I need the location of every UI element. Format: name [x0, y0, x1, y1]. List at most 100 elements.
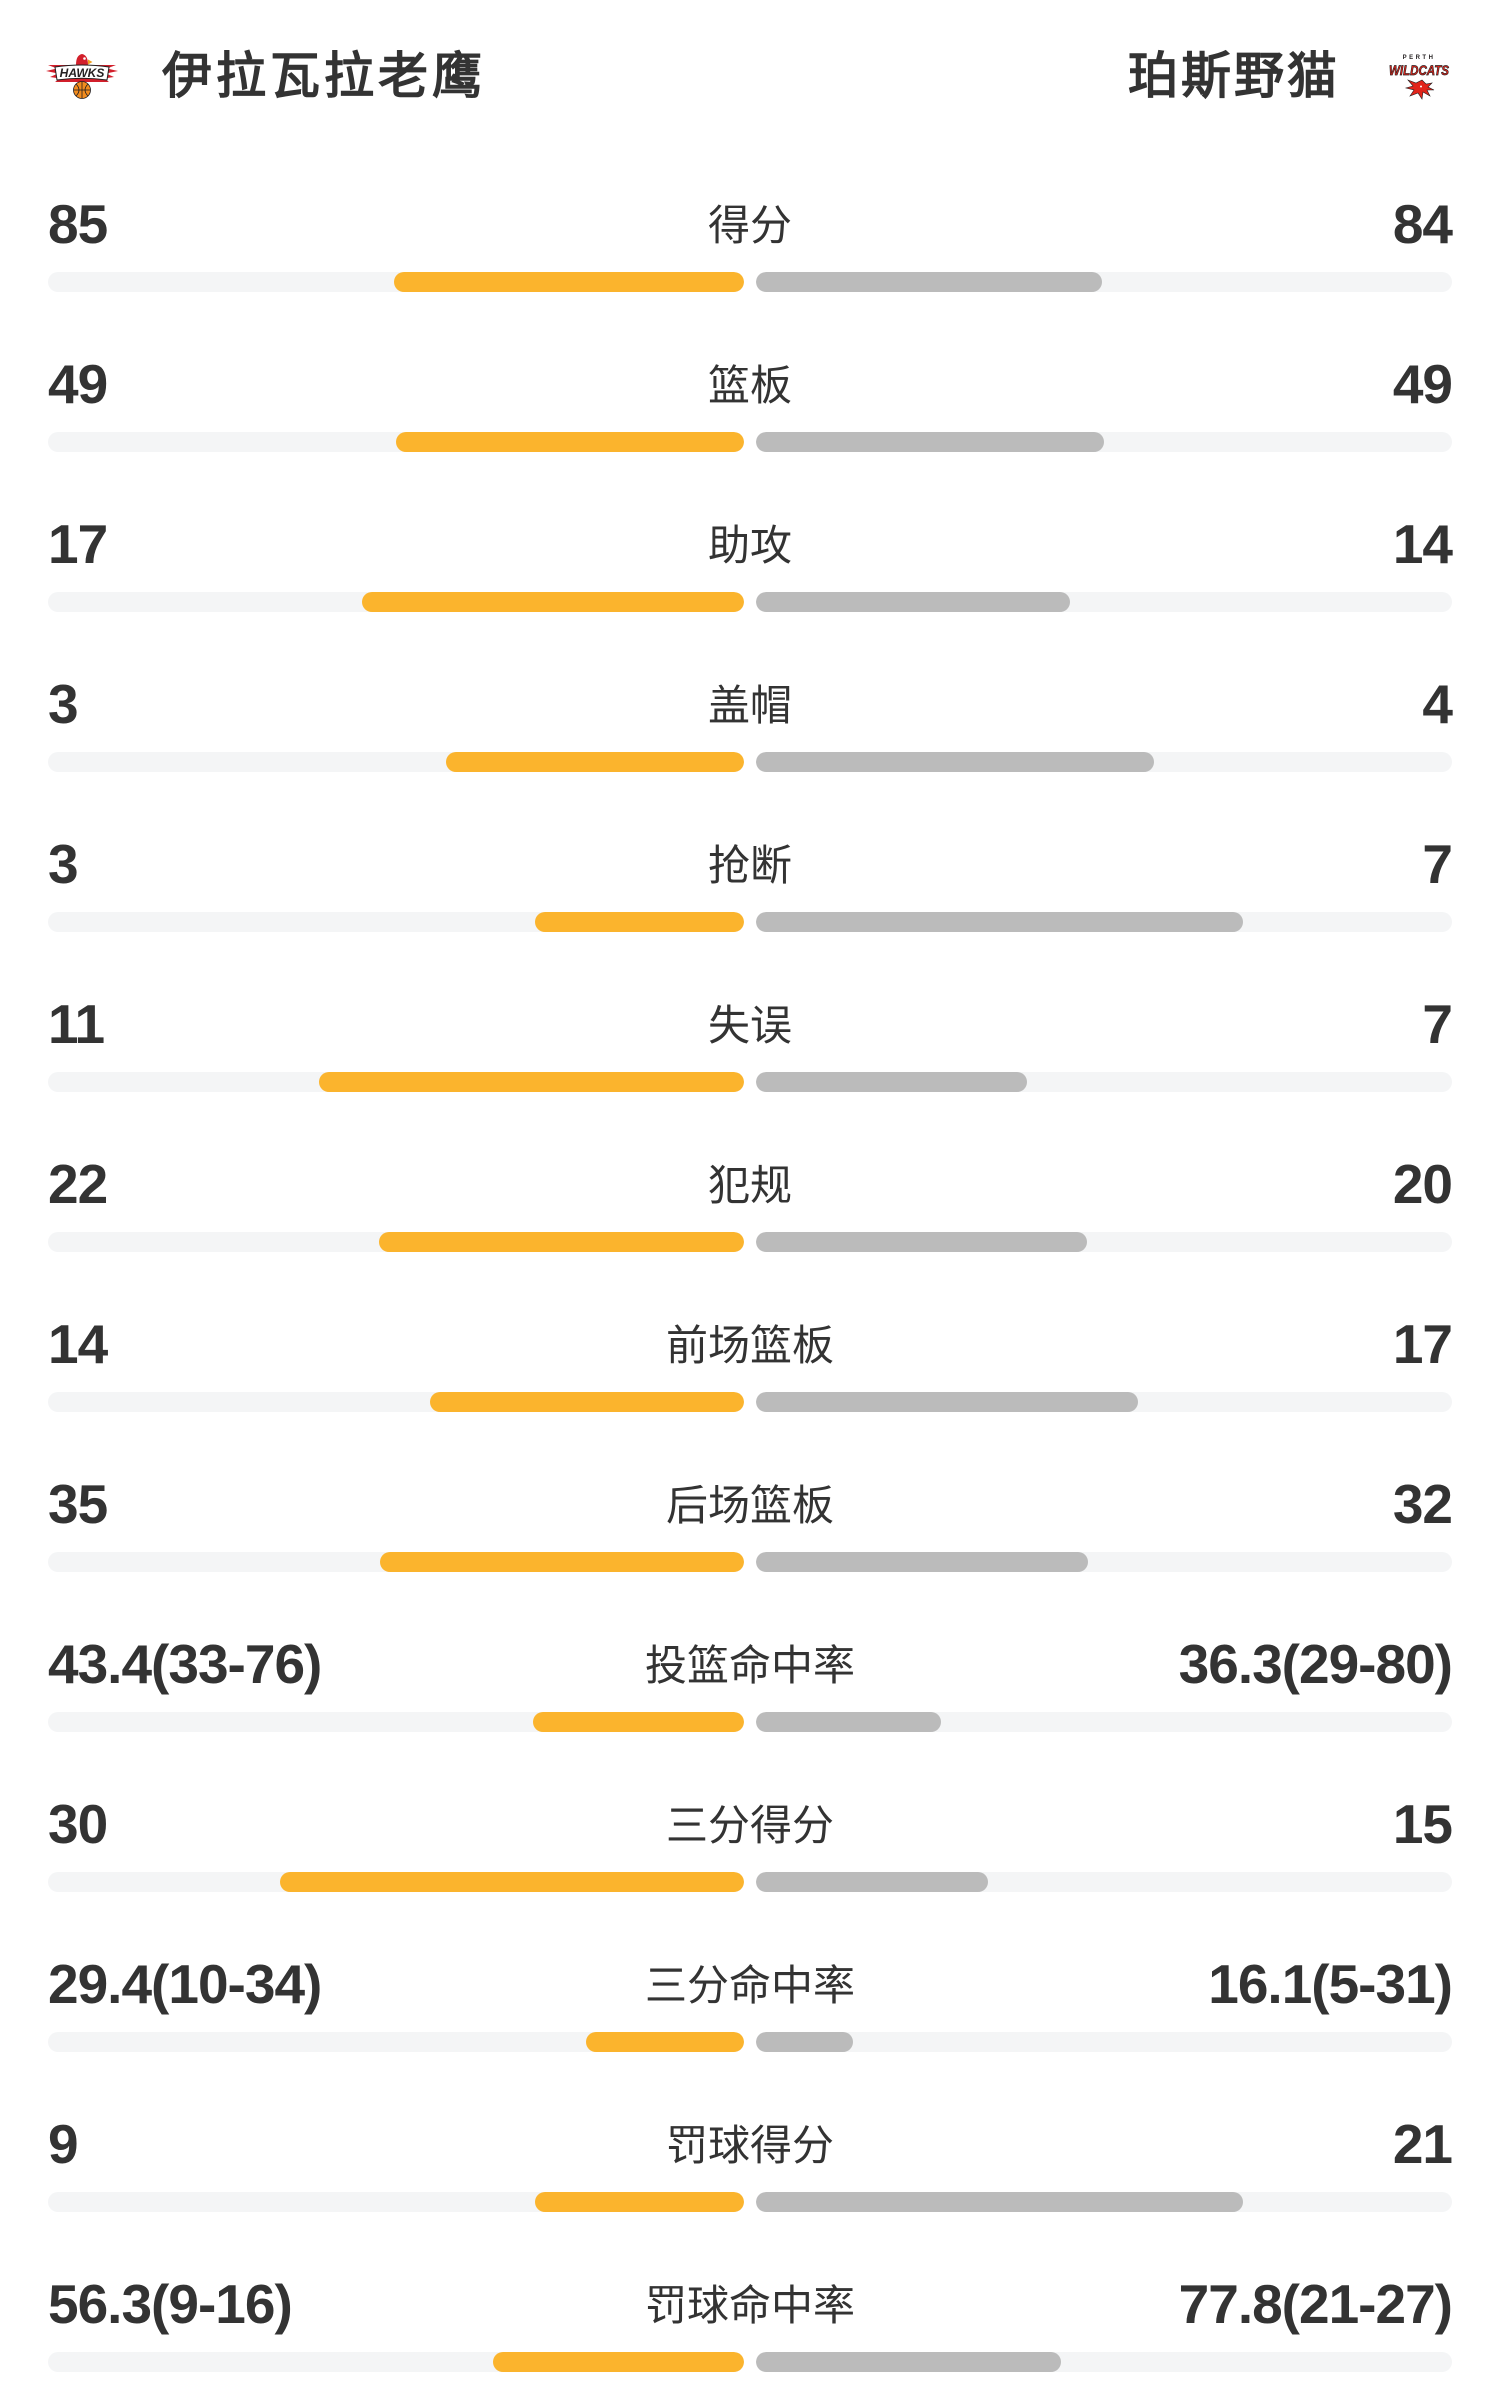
away-bar-track [756, 1232, 1452, 1252]
comparison-bar [48, 1552, 1452, 1572]
comparison-bar [48, 752, 1452, 772]
home-value: 11 [48, 993, 105, 1055]
away-value: 77.8(21-27) [1178, 2273, 1453, 2335]
home-value: 3 [48, 833, 79, 895]
away-bar-fill [756, 752, 1154, 772]
home-value: 17 [48, 513, 108, 575]
comparison-bar [48, 1712, 1452, 1732]
away-bar-fill [756, 1072, 1027, 1092]
away-bar-track [756, 2032, 1452, 2052]
away-value: 14 [1392, 513, 1453, 575]
away-bar-fill [756, 1552, 1089, 1572]
home-value: 29.4(10-34) [48, 1953, 322, 2015]
stat-label: 抢断 [707, 842, 792, 889]
away-bar-track [756, 1712, 1452, 1732]
away-bar-fill [756, 1392, 1138, 1412]
comparison-bar [48, 1392, 1452, 1412]
away-bar-track [756, 592, 1452, 612]
home-bar-fill [585, 2032, 744, 2052]
home-value: 3 [48, 673, 79, 735]
away-value: 17 [1392, 1313, 1453, 1375]
wildcats-wordmark-text: WILDCATS [1389, 62, 1450, 78]
home-bar-fill [493, 2352, 744, 2372]
comparison-bar [48, 1872, 1452, 1892]
comparison-bar [48, 2352, 1452, 2372]
away-value: 36.3(29-80) [1178, 1633, 1453, 1695]
stat-row: 30 三分得分 15 [0, 1745, 1500, 1905]
home-bar-track [48, 1552, 744, 1572]
home-bar-track [48, 2032, 744, 2052]
home-bar-fill [279, 1872, 744, 1892]
away-bar-track [756, 1072, 1452, 1092]
stat-row: 35 后场篮板 32 [0, 1425, 1500, 1585]
away-bar-track [756, 2352, 1452, 2372]
home-team-name: 伊拉瓦拉老鹰 [162, 48, 486, 104]
stat-label: 罚球得分 [665, 2122, 834, 2169]
stat-row: 56.3(9-16) 罚球命中率 77.8(21-27) [0, 2225, 1500, 2385]
hawk-eye [83, 57, 86, 60]
stat-row: 43.4(33-76) 投篮命中率 36.3(29-80) [0, 1585, 1500, 1745]
home-value: 56.3(9-16) [48, 2273, 293, 2335]
away-bar-track [756, 1392, 1452, 1412]
away-bar-track [756, 1552, 1452, 1572]
home-value: 22 [48, 1153, 108, 1215]
home-value: 14 [48, 1313, 108, 1375]
stat-row: 3 抢断 7 [0, 785, 1500, 945]
stat-label: 犯规 [707, 1162, 792, 1209]
away-value: 49 [1392, 353, 1453, 415]
away-bar-fill [756, 1232, 1088, 1252]
away-bar-fill [756, 2032, 853, 2052]
wildcats-logo-icon: PERTH WILDCATS [1389, 55, 1450, 100]
stat-row: 22 犯规 20 [0, 1105, 1500, 1265]
home-value: 35 [48, 1473, 108, 1535]
away-value: 20 [1392, 1153, 1453, 1215]
home-bar-fill [362, 592, 744, 612]
stat-row: 9 罚球得分 21 [0, 2065, 1500, 2225]
home-bar-track [48, 592, 744, 612]
home-bar-track [48, 752, 744, 772]
away-bar-track [756, 2192, 1452, 2212]
stat-row: 14 前场篮板 17 [0, 1265, 1500, 1425]
stat-row: 29.4(10-34) 三分命中率 16.1(5-31) [0, 1905, 1500, 2065]
stat-label: 篮板 [707, 362, 792, 409]
stat-row: 3 盖帽 4 [0, 625, 1500, 785]
home-bar-fill [535, 912, 744, 932]
home-bar-track [48, 1392, 744, 1412]
stat-label: 罚球命中率 [644, 2282, 855, 2329]
stat-label: 助攻 [707, 522, 792, 569]
comparison-bar [48, 1072, 1452, 1092]
home-bar-fill [429, 1392, 744, 1412]
comparison-bar [48, 2032, 1452, 2052]
stat-row: 85 得分 84 [0, 145, 1500, 305]
home-bar-fill [393, 272, 744, 292]
home-bar-track [48, 2192, 744, 2212]
away-bar-fill [756, 2192, 1244, 2212]
away-value: 16.1(5-31) [1208, 1953, 1453, 2015]
home-bar-track [48, 1872, 744, 1892]
away-bar-track [756, 752, 1452, 772]
away-bar-fill [756, 272, 1102, 292]
home-value: 49 [48, 353, 108, 415]
away-value: 32 [1392, 1473, 1453, 1535]
home-value: 43.4(33-76) [48, 1633, 322, 1695]
home-bar-track [48, 2352, 744, 2372]
comparison-bar [48, 272, 1452, 292]
stat-label: 三分命中率 [644, 1962, 855, 2009]
home-bar-track [48, 432, 744, 452]
stats-list: 85 得分 84 49 篮板 49 17 助攻 14 [0, 145, 1500, 2385]
comparison-bar [48, 432, 1452, 452]
away-bar-fill [756, 592, 1071, 612]
away-bar-fill [756, 1712, 942, 1732]
home-bar-fill [396, 432, 744, 452]
away-bar-fill [756, 2352, 1061, 2372]
home-bar-track [48, 1232, 744, 1252]
home-bar-track [48, 272, 744, 292]
away-bar-fill [756, 432, 1104, 452]
hawks-logo-icon: HAWKS [46, 54, 118, 99]
stat-row: 11 失误 7 [0, 945, 1500, 1105]
away-value: 7 [1422, 993, 1453, 1055]
hawks-banner-text: HAWKS [60, 66, 105, 80]
wildcat-eye [1420, 85, 1422, 88]
away-bar-fill [756, 912, 1244, 932]
home-bar-fill [533, 1712, 744, 1732]
